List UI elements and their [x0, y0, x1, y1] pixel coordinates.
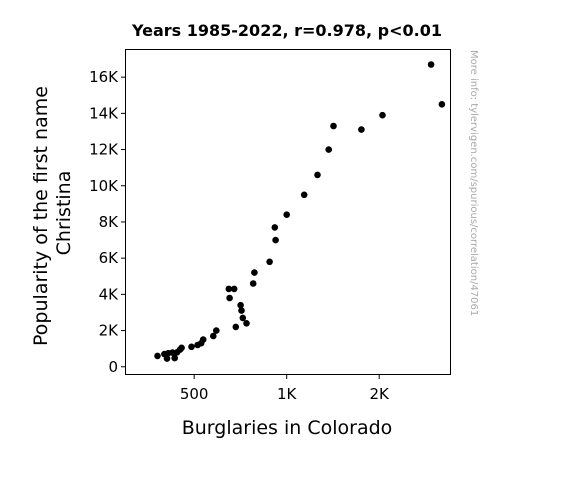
data-point-0 — [438, 101, 446, 108]
data-point-21 — [232, 323, 240, 331]
data-point-20 — [243, 320, 250, 327]
y-tick-label-7: 14K — [89, 104, 119, 122]
data-point-2 — [379, 111, 386, 119]
y-axis-ticks: 0 2K 4K 6K 8K 10K 12K 14K 16K — [89, 68, 126, 376]
data-point-22 — [213, 327, 220, 334]
y-axis-label-line-2: Christina — [53, 171, 75, 256]
y-tick-label-8: 16K — [89, 68, 119, 86]
data-point-17 — [237, 301, 244, 309]
data-point-16 — [226, 294, 233, 302]
y-tick-label-6: 12K — [89, 141, 119, 159]
data-point-18 — [238, 307, 245, 314]
y-tick-label-5: 10K — [89, 177, 119, 195]
data-point-35 — [171, 354, 178, 362]
data-point-13 — [249, 280, 257, 287]
y-tick-label-4: 8K — [99, 213, 120, 231]
data-point-6 — [314, 171, 321, 179]
plot-area-frame — [125, 49, 451, 375]
data-point-10 — [272, 236, 279, 244]
data-point-11 — [266, 258, 273, 266]
data-point-15 — [225, 285, 233, 293]
y-tick-label-1: 2K — [99, 322, 120, 340]
data-point-3 — [358, 126, 365, 133]
y-tick-label-2: 4K — [99, 285, 120, 303]
data-point-4 — [330, 122, 337, 130]
data-point-26 — [194, 341, 201, 349]
data-point-36 — [154, 352, 161, 360]
data-point-14 — [230, 285, 238, 293]
x-tick-label-0: 500 — [180, 385, 209, 403]
x-tick-label-1: 1K — [277, 385, 298, 403]
data-point-19 — [239, 314, 247, 322]
data-point-9 — [271, 224, 279, 231]
y-tick-label-0: 0 — [108, 358, 118, 376]
source-watermark: More info: tylervigen.com/spurious/corre… — [468, 50, 479, 316]
data-point-5 — [325, 146, 333, 153]
y-axis-label-line-1: Popularity of the first name — [30, 86, 52, 346]
y-tick-label-3: 6K — [99, 249, 120, 267]
x-tick-label-2: 2K — [369, 385, 390, 403]
chart-title: Years 1985-2022, r=0.978, p<0.01 — [131, 21, 442, 40]
data-point-23 — [210, 332, 217, 340]
data-point-12 — [251, 269, 258, 276]
data-point-34 — [163, 355, 171, 362]
y-axis-label: Popularity of the first name Christina — [30, 80, 75, 346]
svg-text:Popularity of the first name: Popularity of the first name Christina — [30, 80, 75, 346]
x-axis-ticks: 500 1K 2K — [180, 374, 390, 403]
x-axis-label: Burglaries in Colorado — [182, 417, 393, 439]
data-points — [154, 61, 446, 362]
data-point-7 — [300, 191, 308, 199]
data-point-8 — [283, 211, 291, 218]
data-point-27 — [188, 343, 195, 351]
data-point-1 — [427, 61, 435, 68]
